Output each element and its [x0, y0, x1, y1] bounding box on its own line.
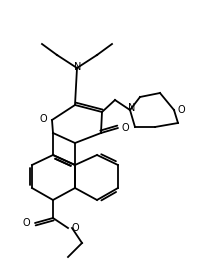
- Text: N: N: [128, 103, 136, 113]
- Text: N: N: [74, 62, 82, 72]
- Text: O: O: [22, 218, 30, 228]
- Text: O: O: [122, 123, 130, 133]
- Text: O: O: [39, 114, 47, 124]
- Text: O: O: [177, 105, 185, 115]
- Text: O: O: [71, 223, 79, 233]
